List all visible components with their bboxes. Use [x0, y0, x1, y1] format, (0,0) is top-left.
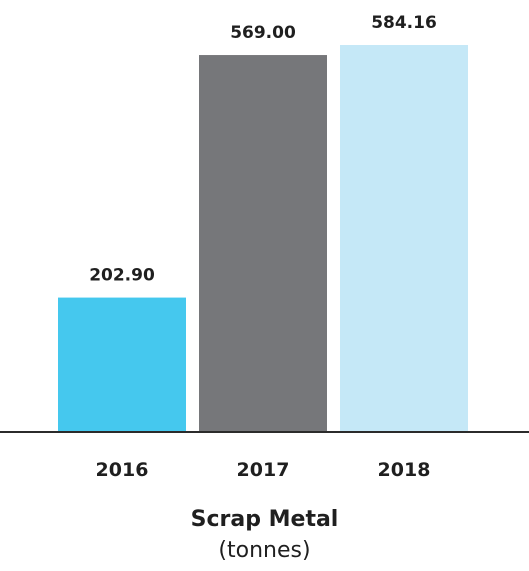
bar-chart: 202.90 569.00 584.16 2016 2017 2018	[0, 13, 529, 481]
chart-subtitle: (tonnes)	[218, 538, 311, 563]
bar-2017	[199, 55, 327, 433]
x-tick-label-2018: 2018	[378, 459, 431, 481]
bar-2016	[58, 297, 186, 432]
value-label-2017: 569.00	[230, 23, 296, 43]
value-label-2018: 584.16	[371, 13, 437, 33]
bar-2018	[340, 45, 468, 432]
chart-title: Scrap Metal	[190, 507, 339, 532]
x-tick-label-2016: 2016	[96, 459, 149, 481]
value-label-2016: 202.90	[89, 266, 155, 286]
x-tick-labels-group: 2016 2017 2018	[96, 459, 431, 481]
x-tick-label-2017: 2017	[237, 459, 290, 481]
value-labels-group: 202.90 569.00 584.16	[89, 13, 437, 286]
bars-group	[58, 45, 468, 433]
